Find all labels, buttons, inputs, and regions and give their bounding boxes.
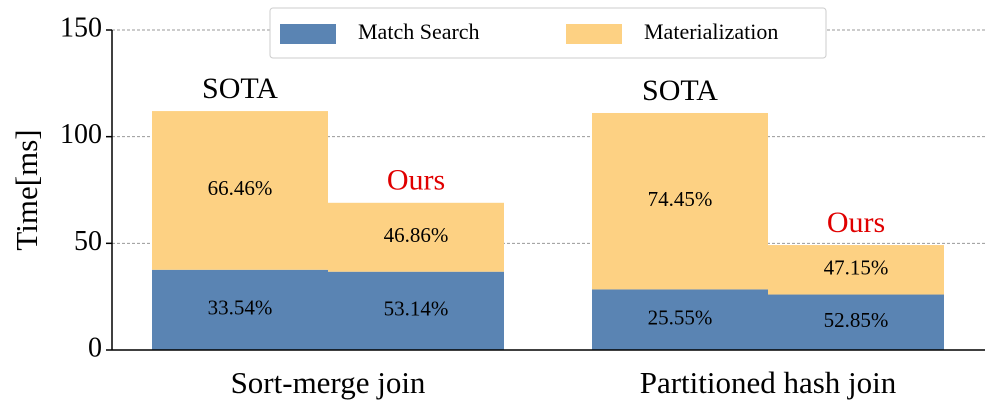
bar-segment xyxy=(592,112,768,290)
y-tick-label: 50 xyxy=(74,226,102,257)
segment-label: 25.55% xyxy=(648,306,713,330)
bar-segment xyxy=(152,111,328,270)
bar-segment xyxy=(152,269,328,350)
bar-segment xyxy=(328,202,504,272)
segment-label: 66.46% xyxy=(208,176,273,200)
segment-label: 52.85% xyxy=(824,308,889,332)
segment-label: 74.45% xyxy=(648,187,713,211)
segment-label: 47.15% xyxy=(824,256,889,280)
x-tick-label: Partitioned hash join xyxy=(640,365,897,400)
segment-label: 33.54% xyxy=(208,296,273,320)
bar-label: Ours xyxy=(387,164,445,197)
segment-label: 53.14% xyxy=(384,297,449,321)
legend-box xyxy=(269,7,827,59)
legend-swatch xyxy=(566,24,622,44)
bar-segment xyxy=(768,245,944,295)
bar-label: SOTA xyxy=(642,74,718,107)
segment-label: 46.86% xyxy=(384,223,449,247)
bar-segment xyxy=(592,289,768,350)
bar-label: Ours xyxy=(827,206,885,239)
legend-label: Match Search xyxy=(358,19,480,44)
x-tick-label: Sort-merge join xyxy=(231,365,426,400)
y-tick-label: 0 xyxy=(88,332,102,363)
bar-label: SOTA xyxy=(202,72,278,105)
y-tick-label: 100 xyxy=(60,119,102,150)
legend-label: Materialization xyxy=(644,19,778,44)
bar-segment xyxy=(768,294,944,350)
legend-swatch xyxy=(280,24,336,44)
y-tick-label: 150 xyxy=(60,12,102,43)
bar-segment xyxy=(328,271,504,350)
y-axis-label: Time[ms] xyxy=(9,129,44,250)
